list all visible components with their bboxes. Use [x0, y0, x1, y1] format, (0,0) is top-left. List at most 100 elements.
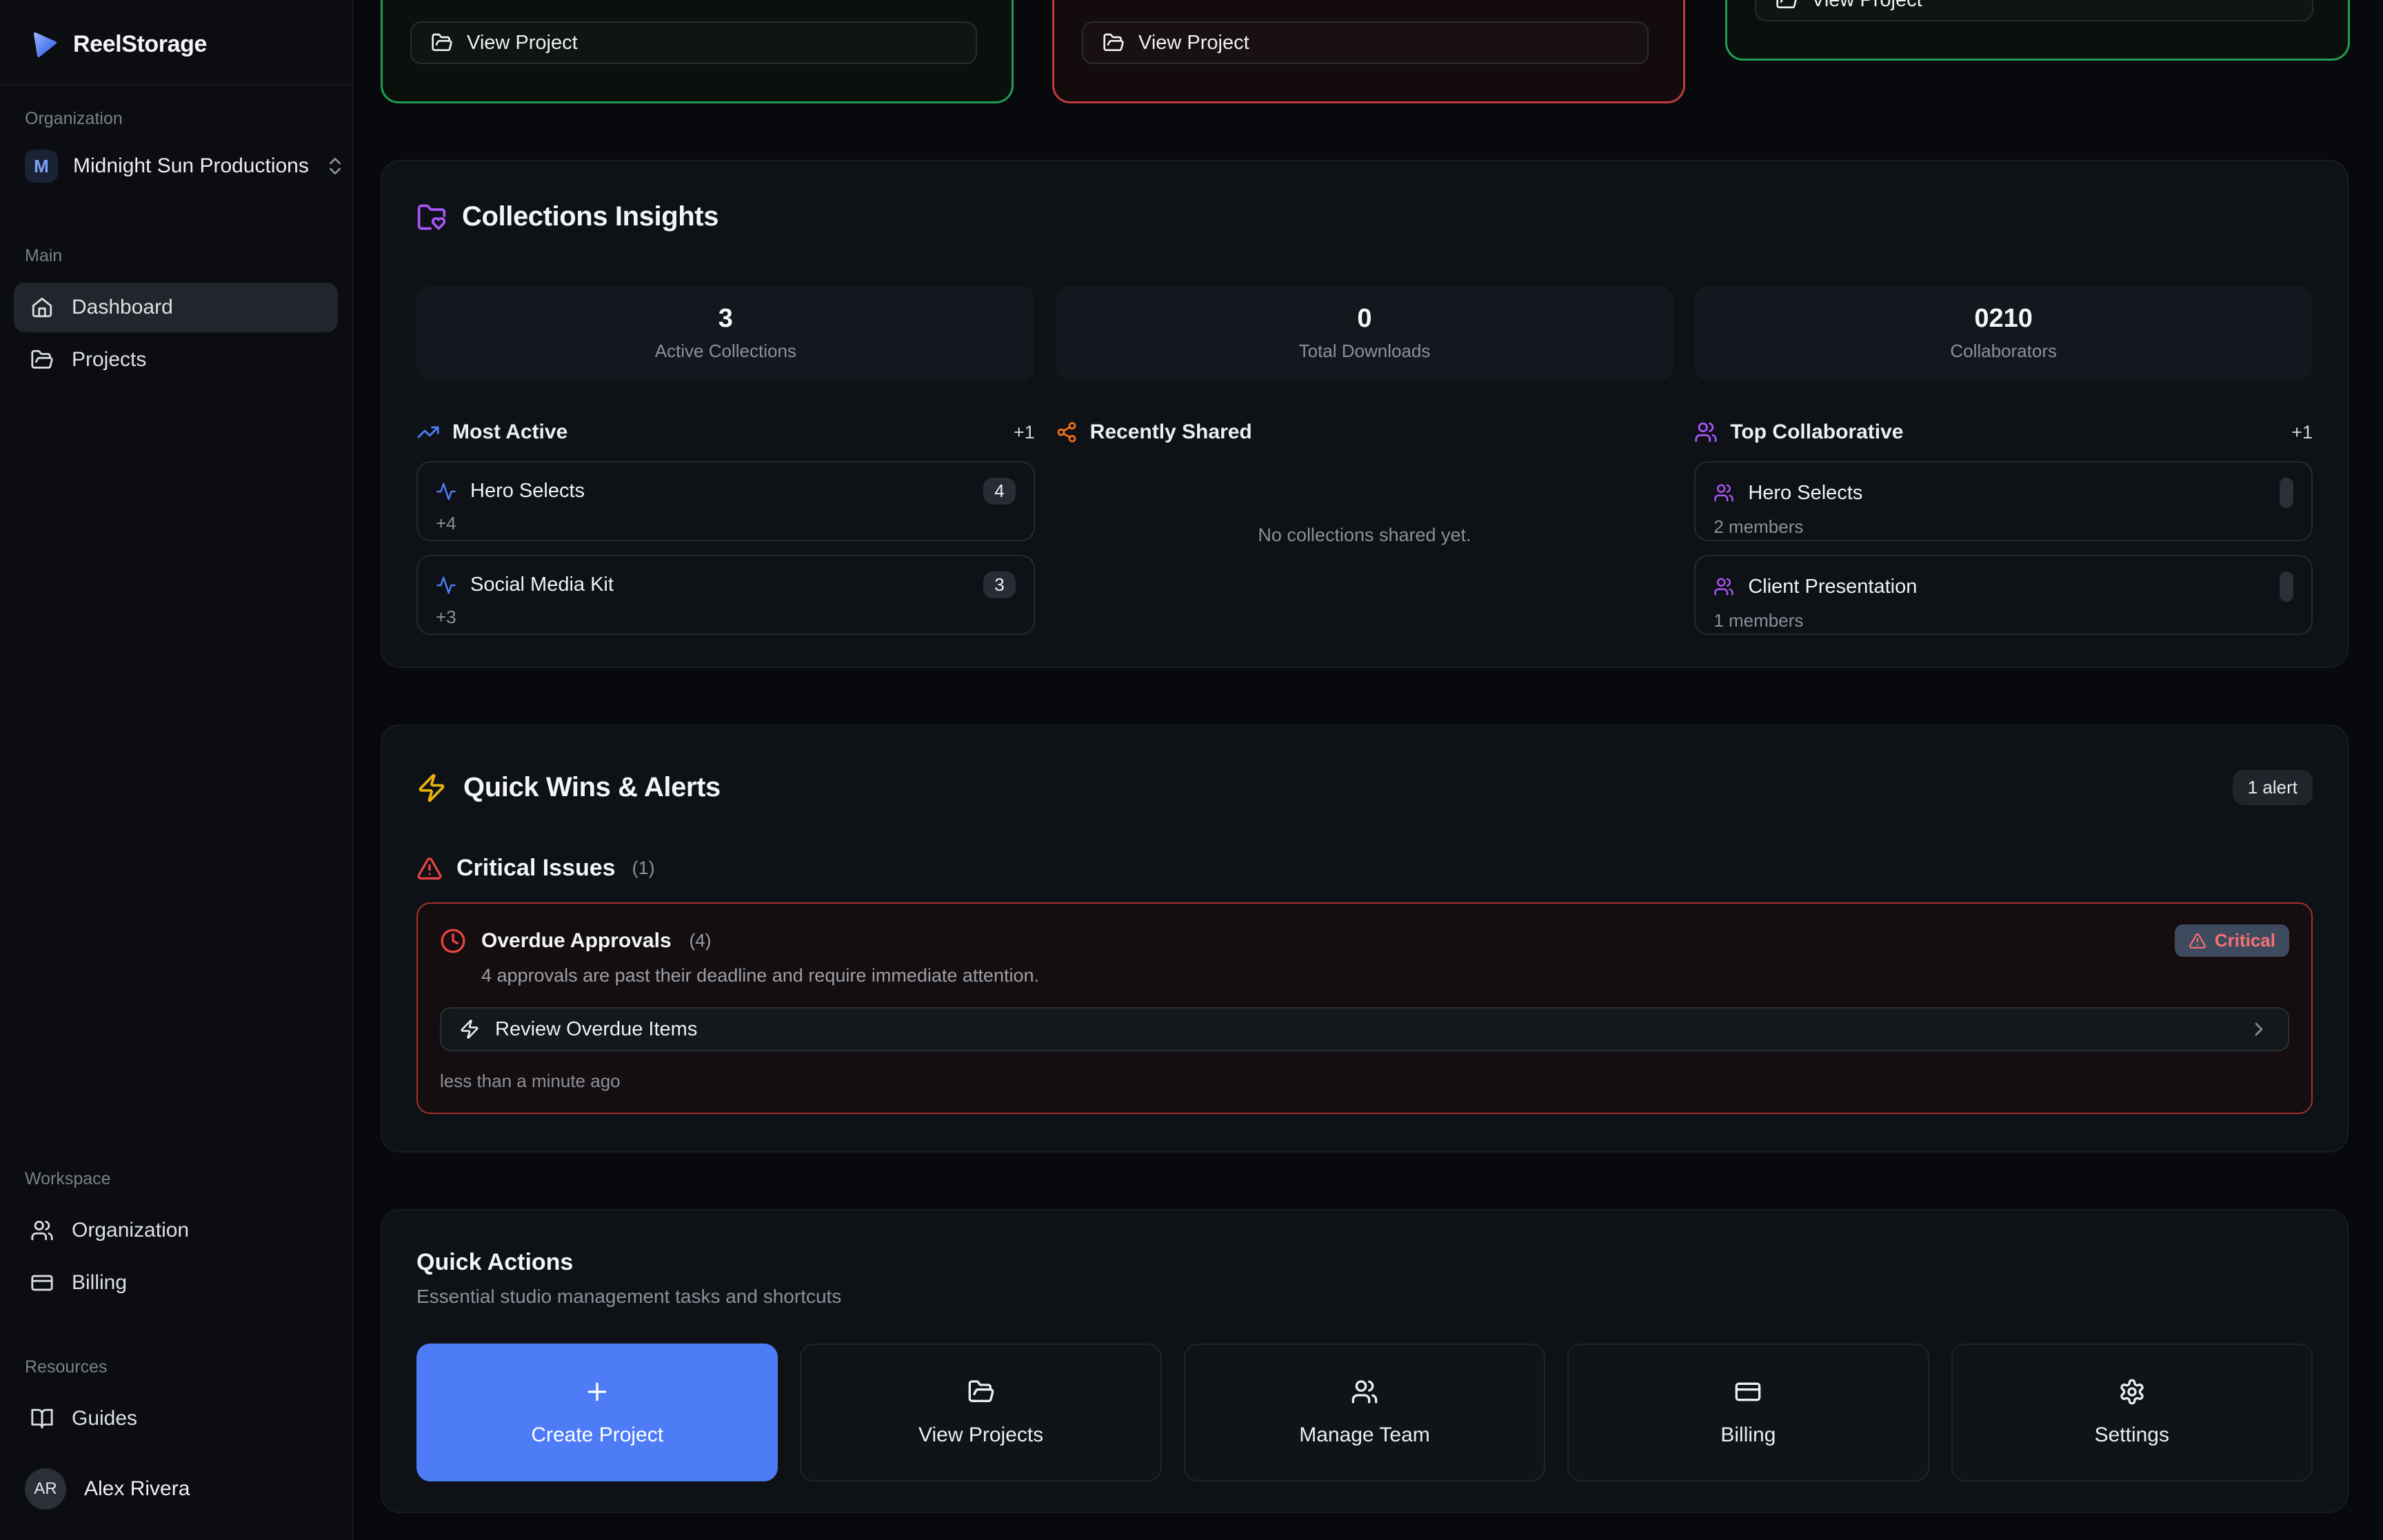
brand-name: ReelStorage [73, 30, 208, 57]
stat-active-collections: 3 Active Collections [416, 286, 1035, 380]
alert-count: (4) [689, 930, 712, 951]
org-selector[interactable]: M Midnight Sun Productions [25, 150, 341, 183]
delta-label: +4 [436, 513, 456, 534]
sidebar-item-label: Projects [72, 348, 147, 371]
collections-columns: Most Active +1 Hero Selects 4 +4 [416, 417, 2313, 635]
folder-open-icon [432, 33, 452, 52]
stat-label: Total Downloads [1298, 341, 1431, 361]
users-icon [1714, 484, 1734, 502]
collaborative-item[interactable]: Client Presentation 1 members [1694, 555, 2313, 635]
collection-name: Social Media Kit [470, 574, 614, 596]
collections-insights-header: Collections Insights [416, 201, 2313, 232]
view-project-button[interactable]: View Project [1755, 0, 2313, 21]
folder-heart-icon [417, 204, 446, 230]
column-title: Top Collaborative [1730, 421, 1904, 443]
view-project-label: View Project [1811, 0, 1922, 12]
folder-open-icon [1103, 33, 1124, 52]
view-projects-button[interactable]: View Projects [800, 1344, 1162, 1481]
action-label: Create Project [531, 1424, 664, 1446]
chevron-right-icon [2255, 1022, 2263, 1036]
sidebar-item-label: Guides [72, 1407, 138, 1430]
column-badge: +1 [1013, 421, 1035, 443]
view-project-label: View Project [467, 31, 578, 54]
main-content: View Project View Project View Project [353, 0, 2383, 1540]
top-collaborative-header: Top Collaborative +1 [1694, 417, 2313, 447]
alert-triangle-icon [417, 857, 442, 880]
project-card: View Project [1052, 0, 1685, 103]
count-badge: 3 [983, 571, 1016, 598]
plus-icon [587, 1382, 607, 1401]
critical-issues-count: (1) [632, 858, 655, 878]
most-active-item[interactable]: Hero Selects 4 +4 [416, 461, 1035, 541]
stat-label: Collaborators [1950, 341, 2057, 361]
overdue-approvals-alert-card: Overdue Approvals (4) Critical 4 approva… [416, 902, 2313, 1114]
action-label: Settings [2094, 1424, 2169, 1446]
quick-actions-subtitle: Essential studio management tasks and sh… [416, 1286, 842, 1307]
credit-card-icon [31, 1275, 53, 1291]
users-icon [1695, 422, 1717, 443]
stat-value: 0210 [1974, 304, 2033, 333]
project-cards-row: View Project View Project View Project [381, 0, 2350, 103]
stat-label: Active Collections [654, 341, 796, 361]
collections-insights-section: Collections Insights 3 Active Collection… [381, 160, 2349, 668]
reelstorage-logo-icon [34, 32, 57, 57]
settings-button[interactable]: Settings [1951, 1344, 2313, 1481]
collections-stats-row: 3 Active Collections 0 Total Downloads 0… [416, 286, 2313, 380]
delta-label: +3 [436, 607, 456, 627]
user-profile[interactable]: AR Alex Rivera [0, 1446, 352, 1540]
review-overdue-items-button[interactable]: Review Overdue Items [440, 1007, 2289, 1051]
critical-severity-badge: Critical [2174, 924, 2289, 957]
users-icon [1714, 578, 1734, 596]
folder-open-icon [968, 1380, 994, 1403]
member-avatar-pill [2280, 478, 2293, 508]
sidebar-item-guides[interactable]: Guides [14, 1394, 338, 1443]
collection-name: Hero Selects [1748, 481, 1863, 504]
sidebar-item-label: Billing [72, 1271, 128, 1294]
stat-value: 0 [1357, 304, 1372, 333]
sidebar-item-label: Dashboard [72, 296, 173, 318]
action-label: View Projects [918, 1424, 1044, 1446]
action-label: Billing [1720, 1424, 1776, 1446]
billing-button[interactable]: Billing [1567, 1344, 1929, 1481]
critical-issues-header: Critical Issues (1) [416, 855, 2313, 882]
action-label: Manage Team [1299, 1424, 1430, 1446]
chevrons-up-down-icon [329, 158, 341, 174]
user-avatar: AR [25, 1468, 66, 1510]
column-title: Most Active [452, 421, 568, 443]
sidebar-spacer [0, 387, 352, 1169]
lightning-icon [419, 773, 445, 802]
collaborative-item[interactable]: Hero Selects 2 members [1694, 461, 2313, 541]
create-project-button[interactable]: Create Project [416, 1344, 778, 1481]
sidebar-item-projects[interactable]: Projects [14, 335, 338, 385]
section-title: Collections Insights [462, 201, 719, 232]
sidebar-item-organization[interactable]: Organization [14, 1206, 338, 1255]
view-project-button[interactable]: View Project [410, 21, 977, 64]
sidebar-nav-resources: Guides [0, 1391, 352, 1446]
nav-group-resources-label: Resources [25, 1357, 108, 1377]
quick-actions-section: Quick Actions Essential studio managemen… [381, 1209, 2349, 1513]
quick-wins-section: Quick Wins & Alerts 1 alert Critical Iss… [381, 725, 2349, 1153]
collection-name: Hero Selects [470, 480, 585, 502]
sidebar-item-billing[interactable]: Billing [14, 1258, 338, 1308]
org-avatar: M [25, 150, 58, 183]
column-badge: +1 [2291, 421, 2313, 443]
sidebar-nav-main: Dashboard Projects [0, 280, 352, 387]
section-title: Quick Wins & Alerts [463, 772, 721, 802]
brand: ReelStorage [0, 0, 352, 85]
activity-icon [436, 576, 456, 594]
most-active-column: Most Active +1 Hero Selects 4 +4 [416, 417, 1035, 635]
members-label: 1 members [1713, 610, 1804, 631]
quick-wins-header: Quick Wins & Alerts 1 alert [416, 770, 2313, 805]
clock-icon [441, 929, 465, 953]
view-project-button[interactable]: View Project [1082, 21, 1649, 64]
most-active-item[interactable]: Social Media Kit 3 +3 [416, 555, 1035, 635]
severity-label: Critical [2214, 930, 2275, 951]
share-icon [1057, 422, 1076, 443]
sidebar: ReelStorage Organization M Midnight Sun … [0, 0, 353, 1540]
collection-name: Client Presentation [1748, 575, 1918, 598]
stat-collaborators: 0210 Collaborators [1694, 286, 2313, 380]
manage-team-button[interactable]: Manage Team [1183, 1344, 1546, 1481]
most-active-header: Most Active +1 [416, 417, 1035, 447]
member-avatar-pill [2280, 571, 2293, 602]
sidebar-item-dashboard[interactable]: Dashboard [14, 283, 338, 332]
